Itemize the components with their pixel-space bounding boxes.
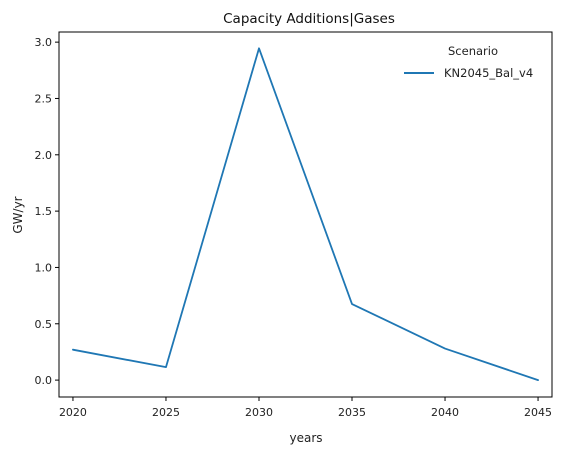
plot-area: [58, 31, 553, 398]
y-tick-label: 2.5: [35, 92, 53, 105]
y-tick-label: 1.5: [35, 205, 53, 218]
legend-series-label: KN2045_Bal_v4: [444, 66, 533, 80]
y-axis: 0.0 0.5 1.0 1.5 2.0 2.5 3.0: [35, 36, 59, 387]
y-tick-label: 2.0: [35, 149, 53, 162]
x-tick-label: 2040: [431, 406, 459, 419]
x-tick-label: 2030: [245, 406, 273, 419]
chart-title: Capacity Additions|Gases: [223, 11, 395, 27]
x-tick-label: 2025: [152, 406, 180, 419]
x-axis: 2020 2025 2030 2035 2040 2045: [59, 397, 552, 419]
x-tick-label: 2035: [338, 406, 366, 419]
legend-title: Scenario: [448, 44, 498, 58]
x-tick-label: 2020: [59, 406, 87, 419]
y-tick-label: 3.0: [35, 36, 53, 49]
legend: Scenario KN2045_Bal_v4: [404, 44, 533, 80]
y-tick-label: 0.0: [35, 374, 53, 387]
y-axis-label: GW/yr: [11, 196, 25, 233]
series-line: [72, 47, 539, 382]
x-tick-label: 2045: [524, 406, 552, 419]
y-tick-label: 0.5: [35, 318, 53, 331]
y-tick-label: 1.0: [35, 261, 53, 274]
x-axis-label: years: [289, 431, 322, 445]
series-layer: [72, 47, 539, 382]
